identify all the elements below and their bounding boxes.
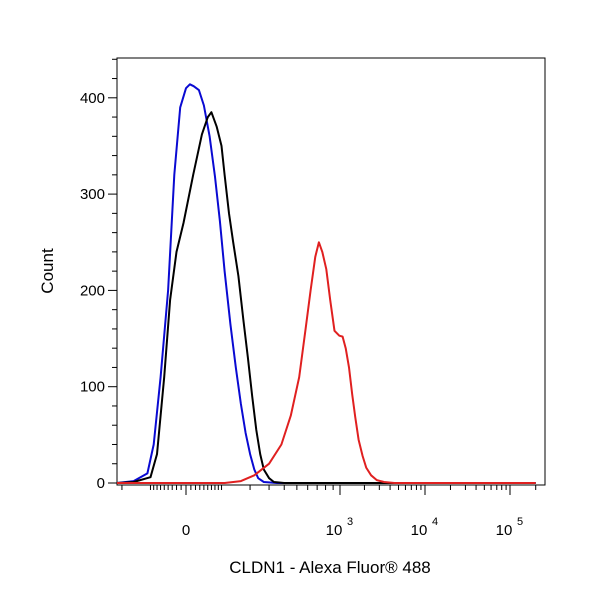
x-axis-title: CLDN1 - Alexa Fluor® 488 (229, 558, 431, 577)
y-tick-label: 200 (80, 282, 105, 299)
y-tick-label: 300 (80, 186, 105, 203)
y-tick-label: 0 (97, 475, 105, 492)
series-layer (116, 83, 536, 484)
x-tick-label: 0 (182, 522, 190, 539)
y-tick-label: 400 (80, 90, 105, 107)
x-tick-label: 10 (326, 522, 343, 539)
histogram-series-3 (117, 241, 536, 484)
histogram-series-1 (116, 83, 536, 484)
x-tick-exponent: 5 (517, 516, 523, 528)
y-axis-title: Count (38, 248, 57, 294)
x-tick-label: 10 (411, 522, 428, 539)
y-tick-label: 100 (80, 379, 105, 396)
plot-frame (116, 57, 546, 486)
histogram-series-2 (116, 111, 536, 484)
x-tick-exponent: 3 (347, 516, 353, 528)
tick-labels: 0 100 200 300 400 0 10 3 10 4 10 5 (80, 90, 523, 539)
major-ticks (108, 97, 511, 495)
minor-ticks (112, 58, 537, 490)
x-tick-label: 10 (496, 522, 513, 539)
x-tick-exponent: 4 (432, 516, 438, 528)
